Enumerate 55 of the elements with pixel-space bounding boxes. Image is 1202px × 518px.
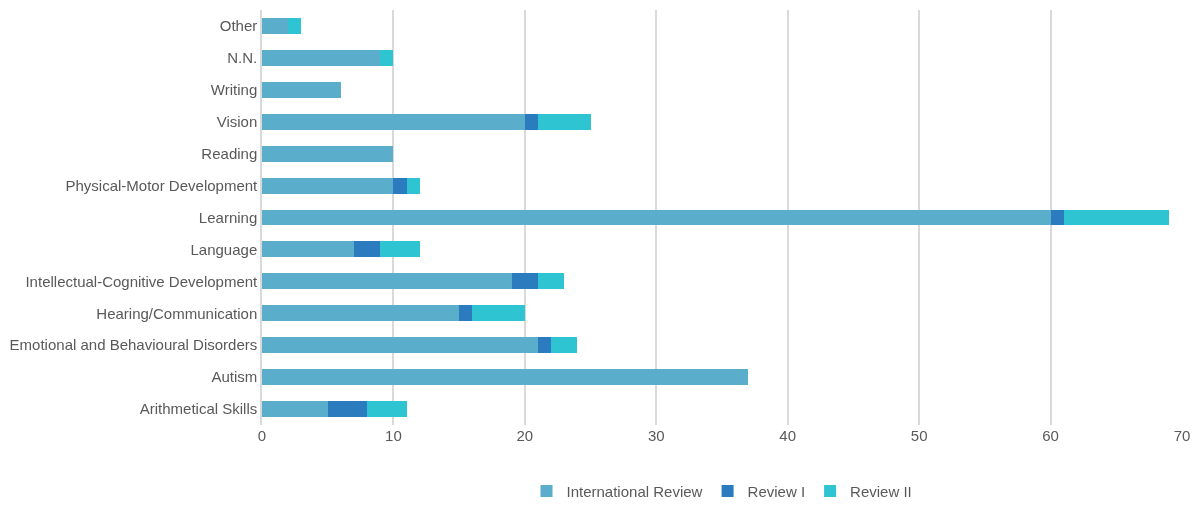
bar (459, 305, 473, 322)
bar (1050, 209, 1064, 226)
bar (406, 177, 420, 194)
x-tick-label: 40 (779, 427, 797, 444)
y-tick-label: Language (190, 240, 258, 258)
x-tick-label: 70 (1173, 427, 1191, 444)
legend-label: Review II (850, 482, 912, 500)
y-tick-label: Other (219, 17, 258, 35)
bar (262, 113, 525, 130)
y-tick-label: Vision (216, 112, 258, 130)
bar (538, 273, 565, 290)
bar (262, 273, 512, 290)
bar (262, 401, 328, 418)
y-tick-label: Writing (210, 81, 258, 99)
bar (538, 113, 591, 130)
x-tick-label: 60 (1042, 427, 1059, 444)
bar (1063, 209, 1169, 226)
bar (393, 177, 407, 194)
x-tick-label: 0 (257, 427, 267, 444)
bar (354, 241, 381, 258)
y-tick-label: Autism (211, 368, 258, 386)
bar (262, 17, 289, 34)
y-tick-label: Hearing/Communication (96, 304, 258, 322)
bar (524, 113, 538, 130)
legend-label: Review I (747, 482, 806, 500)
y-tick-label: Reading (201, 144, 258, 162)
y-tick-label: Learning (198, 208, 258, 226)
bar (380, 241, 420, 258)
x-tick-label: 10 (385, 427, 402, 444)
bar (472, 305, 525, 322)
bar (262, 337, 538, 354)
bar (262, 305, 460, 322)
bar (380, 49, 394, 66)
x-tick-label: 50 (910, 427, 928, 444)
bar (367, 401, 407, 418)
y-tick-label: Intellectual-Cognitive Development (25, 272, 259, 290)
bar (288, 17, 302, 34)
bar (551, 337, 578, 354)
legend-label: International Review (566, 482, 703, 500)
x-tick-label: 20 (516, 427, 534, 444)
bar (262, 49, 381, 66)
bar (262, 241, 354, 258)
bar (262, 209, 1051, 226)
bar (511, 273, 538, 290)
y-tick-label: Emotional and Behavioural Disorders (9, 336, 258, 354)
bar (262, 177, 394, 194)
x-tick-label: 30 (647, 427, 665, 444)
bar (262, 369, 749, 386)
bar (538, 337, 552, 354)
bar (327, 401, 368, 418)
y-tick-label: Physical-Motor Development (65, 176, 259, 194)
y-tick-label: N.N. (227, 49, 258, 67)
bar (262, 81, 341, 98)
bar (262, 145, 394, 162)
y-tick-label: Arithmetical Skills (139, 400, 258, 418)
